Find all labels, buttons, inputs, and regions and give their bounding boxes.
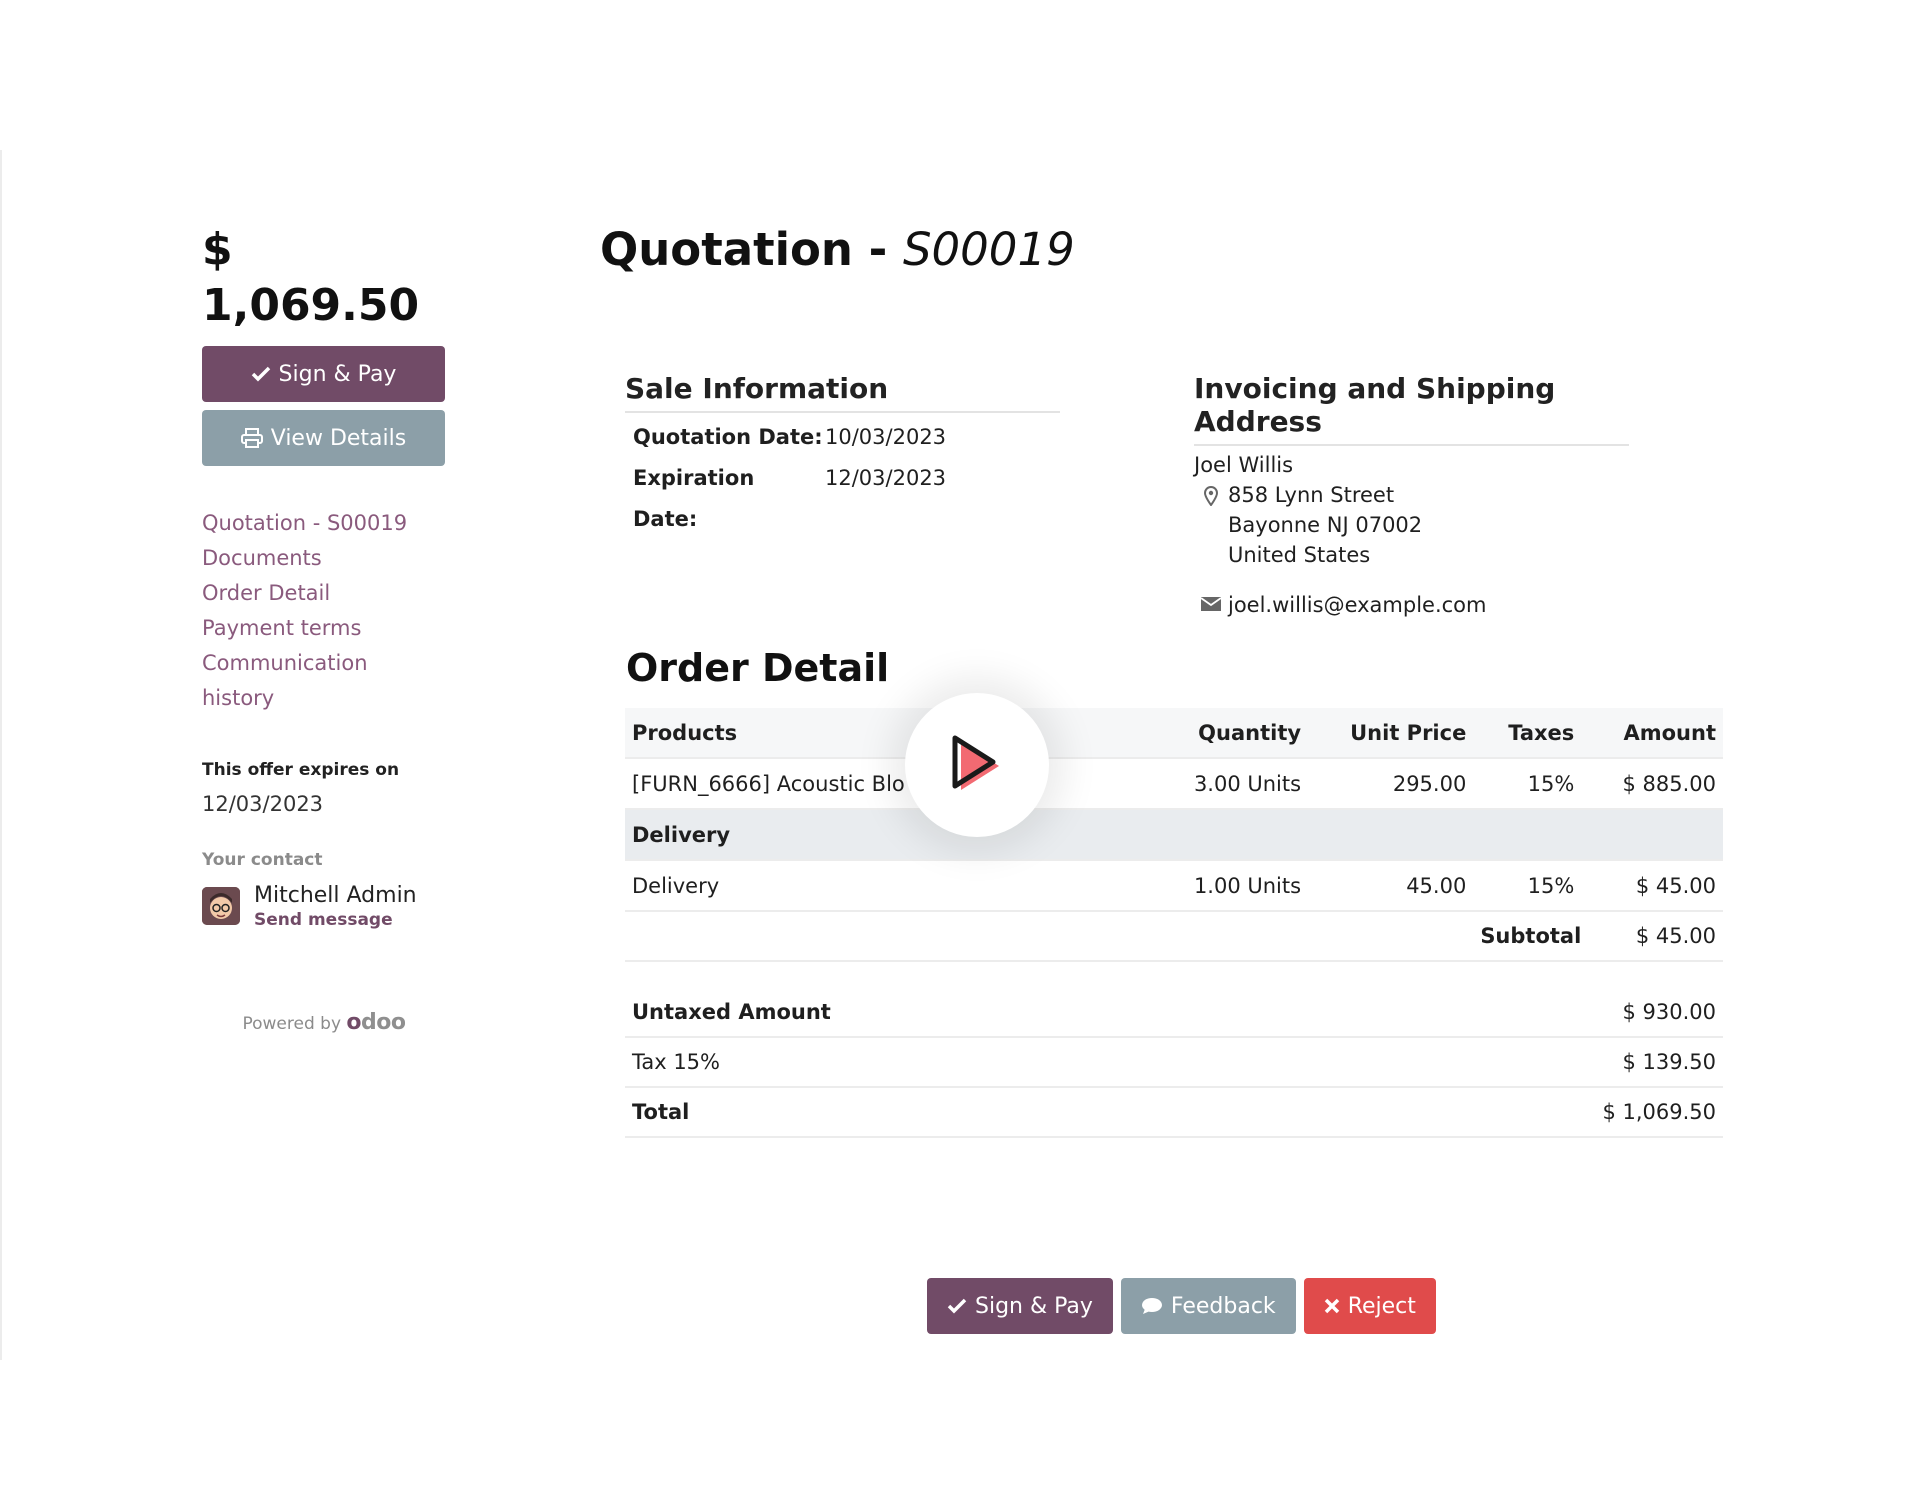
- address-street: 858 Lynn Street: [1228, 483, 1395, 507]
- line-quantity: 3.00 Units: [1178, 758, 1309, 810]
- nav-link-quotation[interactable]: Quotation - S00019: [202, 511, 408, 535]
- powered-by-text: Powered by: [242, 1014, 341, 1034]
- footer-sign-pay-label: Sign & Pay: [975, 1293, 1093, 1319]
- address-block: Invoicing and Shipping Address Joel Will…: [1194, 372, 1629, 620]
- col-unit-price: Unit Price: [1308, 708, 1474, 759]
- address-lines: 858 Lynn Street Bayonne NJ 07002 United …: [1194, 480, 1629, 570]
- tax-row: Tax 15% $ 139.50: [625, 1037, 1723, 1088]
- powered-by: Powered by odoo: [202, 1010, 446, 1035]
- untaxed-value: $ 930.00: [1581, 988, 1723, 1038]
- col-quantity: Quantity: [1178, 708, 1309, 759]
- line-product: [FURN_6666] Acoustic Blo: [625, 758, 1179, 810]
- table-row: Delivery 1.00 Units 45.00 15% $ 45.00: [625, 860, 1723, 912]
- sale-info-heading: Sale Information: [625, 372, 1060, 413]
- title-reference: S00019: [902, 223, 1075, 276]
- line-product: Delivery: [625, 860, 1179, 912]
- line-taxes: 15%: [1473, 758, 1582, 810]
- subtotal-row: Subtotal $ 45.00: [625, 911, 1723, 962]
- tax-label: Tax 15%: [625, 1037, 1582, 1088]
- sidebar: $ 1,069.50 Sign & Pay View Details Quota…: [202, 222, 446, 1035]
- line-quantity: 1.00 Units: [1178, 860, 1309, 912]
- nav-link-payment-terms[interactable]: Payment terms: [202, 616, 362, 640]
- col-products: Products: [625, 708, 1179, 759]
- nav-link-order-detail[interactable]: Order Detail: [202, 581, 331, 605]
- col-amount: Amount: [1581, 708, 1723, 759]
- close-icon: [1324, 1298, 1339, 1314]
- comment-icon: [1141, 1298, 1162, 1314]
- frame-border: [0, 150, 2, 1360]
- expires-label: This offer expires on: [202, 760, 400, 780]
- table-header-row: Products Quantity Unit Price Taxes Amoun…: [625, 708, 1723, 759]
- reject-button[interactable]: Reject: [1303, 1278, 1436, 1334]
- map-marker-icon: [1204, 486, 1218, 506]
- quotation-date-row: Quotation Date: 10/03/2023: [625, 417, 1060, 458]
- address-city: Bayonne NJ 07002: [1228, 513, 1423, 537]
- view-details-button[interactable]: View Details: [202, 410, 445, 466]
- expiration-date-row: Expiration Date: 12/03/2023: [625, 458, 1060, 540]
- video-play-button[interactable]: [905, 693, 1049, 837]
- total-value: $ 1,069.50: [1581, 1087, 1723, 1138]
- contact-label: Your contact: [202, 850, 323, 870]
- total-label: Total: [625, 1087, 1582, 1138]
- line-amount: $ 885.00: [1581, 758, 1723, 810]
- footer-sign-pay-button[interactable]: Sign & Pay: [927, 1278, 1113, 1334]
- reject-label: Reject: [1347, 1293, 1416, 1319]
- view-details-label: View Details: [270, 425, 407, 451]
- sidebar-nav: Quotation - S00019 Documents Order Detai…: [202, 506, 446, 716]
- check-icon: [947, 1298, 967, 1314]
- col-taxes: Taxes: [1473, 708, 1582, 759]
- line-taxes: 15%: [1473, 860, 1582, 912]
- order-table: Products Quantity Unit Price Taxes Amoun…: [625, 708, 1723, 1138]
- nav-link-documents[interactable]: Documents: [202, 546, 322, 570]
- customer-email[interactable]: joel.willis@example.com: [1228, 593, 1487, 617]
- page-title: Quotation - S00019: [600, 222, 1075, 278]
- sign-pay-button[interactable]: Sign & Pay: [202, 346, 445, 402]
- contact: Mitchell Admin Send message: [202, 882, 446, 930]
- line-unit-price: 45.00: [1308, 860, 1474, 912]
- expiration-date-value: 12/03/2023: [825, 466, 947, 490]
- section-row: Delivery: [625, 809, 1723, 861]
- subtotal-value: $ 45.00: [1581, 911, 1723, 962]
- expiration-date-label: Expiration Date:: [633, 466, 755, 531]
- line-unit-price: 295.00: [1308, 758, 1474, 810]
- send-message-link[interactable]: Send message: [254, 910, 393, 930]
- footer-actions: Sign & Pay Feedback Reject: [927, 1278, 1436, 1334]
- section-label: Delivery: [625, 809, 1723, 861]
- table-row: [FURN_6666] Acoustic Blo 3.00 Units 295.…: [625, 758, 1723, 810]
- expires-date: 12/03/2023: [202, 792, 324, 816]
- odoo-logo[interactable]: odoo: [346, 1010, 406, 1035]
- line-amount: $ 45.00: [1581, 860, 1723, 912]
- untaxed-row: Untaxed Amount $ 930.00: [625, 988, 1723, 1038]
- address-heading: Invoicing and Shipping Address: [1194, 372, 1629, 446]
- total-amount: $ 1,069.50: [202, 224, 420, 331]
- sign-pay-label: Sign & Pay: [278, 361, 397, 387]
- feedback-button[interactable]: Feedback: [1120, 1278, 1296, 1334]
- quotation-date-label: Quotation Date:: [633, 425, 823, 449]
- address-country: United States: [1228, 543, 1371, 567]
- tax-value: $ 139.50: [1581, 1037, 1723, 1088]
- untaxed-label: Untaxed Amount: [625, 988, 1582, 1038]
- feedback-label: Feedback: [1170, 1293, 1276, 1319]
- sale-information: Sale Information Quotation Date: 10/03/2…: [625, 372, 1060, 540]
- customer-name: Joel Willis: [1194, 453, 1294, 477]
- contact-name: Mitchell Admin: [254, 883, 417, 908]
- avatar: [202, 887, 240, 925]
- subtotal-label: Subtotal: [1473, 911, 1582, 962]
- email-line: joel.willis@example.com: [1194, 590, 1629, 620]
- envelope-icon: [1200, 597, 1222, 611]
- title-prefix: Quotation -: [600, 223, 903, 276]
- nav-link-communication-history[interactable]: Communication history: [202, 651, 368, 710]
- order-detail-heading: Order Detail: [626, 646, 890, 690]
- avatar-face-icon: [202, 887, 240, 925]
- printer-icon: [240, 428, 263, 448]
- quotation-date-value: 10/03/2023: [825, 425, 947, 449]
- play-icon: [952, 735, 999, 790]
- total-row: Total $ 1,069.50: [625, 1087, 1723, 1138]
- check-icon: [251, 366, 270, 382]
